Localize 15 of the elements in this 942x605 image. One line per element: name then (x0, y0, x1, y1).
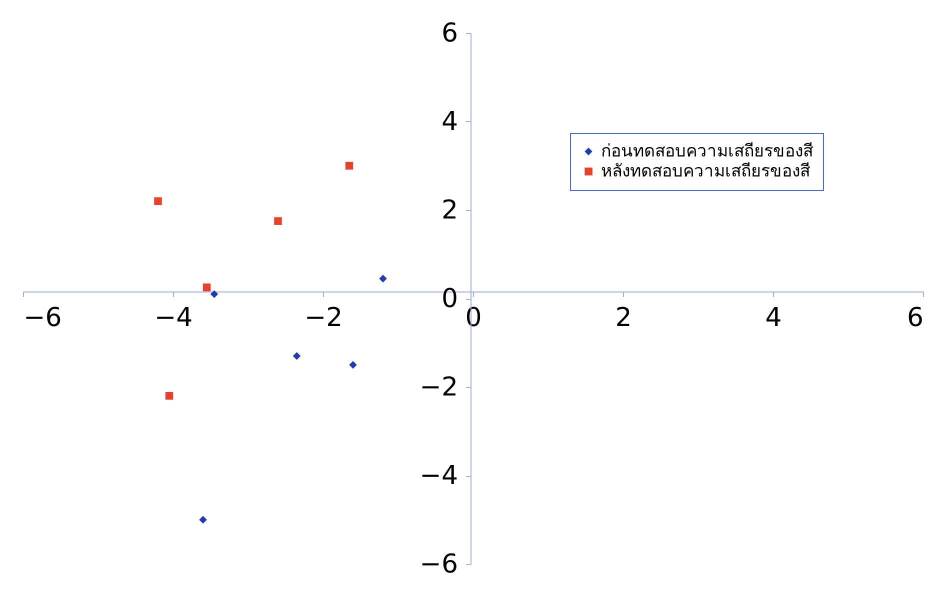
y-tick-label: −6 (420, 550, 458, 580)
x-tick-label: 4 (765, 303, 782, 333)
y-tick-label: −4 (420, 461, 458, 491)
y-tick-label: −2 (420, 372, 458, 402)
x-tick-label: −4 (154, 303, 193, 333)
x-tick-label: 2 (615, 303, 632, 333)
y-tick-label: 6 (441, 18, 458, 48)
legend-label: ก่อนทดสอบความเสถียรของสี (601, 142, 814, 162)
legend-label: หลังทดสอบความเสถียรของสี (601, 162, 811, 182)
y-tick-label: 4 (441, 107, 458, 137)
x-tick-label: −6 (24, 303, 62, 333)
x-tick-label: −2 (304, 303, 343, 333)
y-tick-label: 0 (441, 284, 458, 314)
x-tick-label: 6 (906, 303, 924, 333)
y-tick-label: 2 (441, 196, 458, 226)
